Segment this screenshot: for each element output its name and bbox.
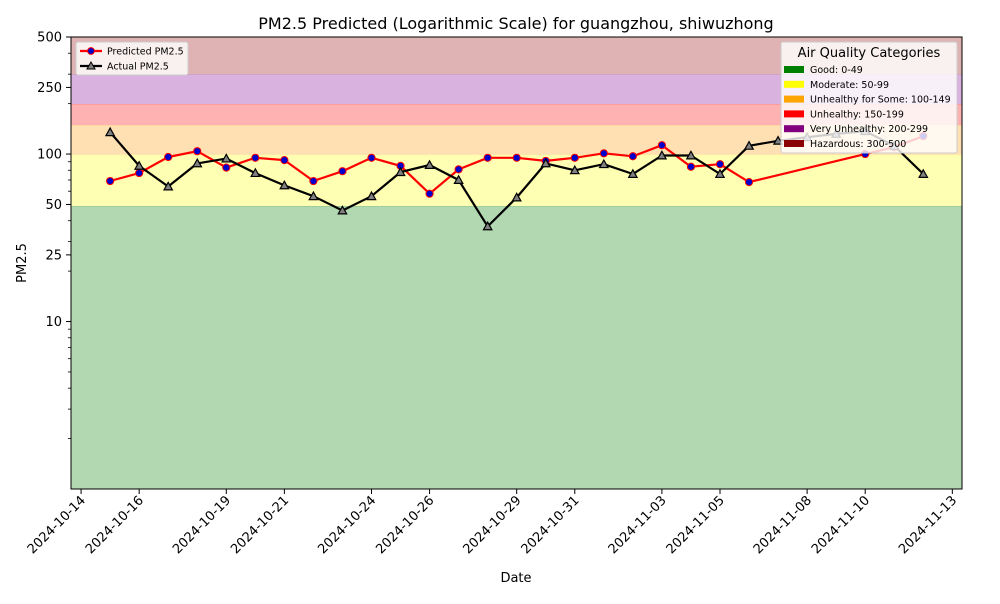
actual-point bbox=[918, 168, 929, 178]
actual-point bbox=[279, 179, 290, 190]
chart-title: PM2.5 Predicted (Logarithmic Scale) for … bbox=[258, 14, 773, 33]
predicted-point bbox=[222, 163, 231, 172]
predicted-point bbox=[744, 178, 754, 187]
category-label: Unhealthy for Some: 100-149 bbox=[810, 95, 951, 106]
actual-point bbox=[482, 220, 493, 231]
category-legend: Air Quality Categories Good: 0-49 Moderate… bbox=[780, 41, 958, 154]
legend-label: Predicted PM2.5 bbox=[107, 47, 184, 58]
actual-point bbox=[656, 150, 668, 160]
actual-point bbox=[192, 157, 203, 168]
predicted-point bbox=[193, 147, 202, 156]
actual-point bbox=[133, 160, 145, 170]
predicted-point bbox=[715, 160, 725, 169]
predicted-point bbox=[164, 152, 173, 162]
predicted-point bbox=[367, 153, 376, 162]
predicted-point bbox=[686, 162, 696, 171]
series-legend: Predicted PM2.5 Actual PM2.5 bbox=[75, 41, 189, 76]
actual-point bbox=[772, 135, 784, 145]
y-axis-label: PM2.5 bbox=[15, 243, 30, 283]
category-swatch bbox=[784, 125, 804, 133]
predicted-point bbox=[425, 189, 434, 198]
category-label: Good: 0-49 bbox=[810, 65, 863, 76]
actual-point bbox=[104, 126, 116, 137]
predicted-point bbox=[657, 141, 667, 150]
actual-point bbox=[714, 168, 726, 178]
y-tick-label: 500 bbox=[37, 31, 62, 46]
actual-point bbox=[424, 159, 435, 169]
actual-point bbox=[569, 164, 581, 175]
category-swatch bbox=[784, 140, 804, 147]
aqi-band-3 bbox=[71, 104, 962, 126]
category-swatch bbox=[784, 110, 804, 118]
predicted-point bbox=[106, 176, 115, 186]
predicted-point bbox=[628, 152, 637, 161]
predicted-point bbox=[338, 167, 347, 176]
legend-marker bbox=[86, 60, 96, 70]
category-label: Very Unhealthy: 200-299 bbox=[810, 124, 928, 135]
predicted-point bbox=[483, 153, 492, 162]
category-legend-box bbox=[780, 41, 958, 154]
y-tick-label: 100 bbox=[37, 148, 62, 163]
legend-label: Actual PM2.5 bbox=[107, 62, 169, 73]
y-tick-label: 250 bbox=[37, 81, 62, 96]
actual-point bbox=[162, 181, 174, 191]
predicted-point bbox=[512, 153, 521, 162]
actual-point bbox=[366, 190, 377, 201]
actual-point bbox=[743, 140, 755, 150]
y-tick-label: 25 bbox=[45, 248, 62, 263]
y-tick-label: 10 bbox=[45, 315, 62, 330]
predicted-point bbox=[599, 149, 608, 158]
category-label: Hazardous: 300-500 bbox=[810, 139, 906, 150]
actual-point bbox=[511, 192, 522, 202]
category-label: Unhealthy: 150-199 bbox=[810, 109, 904, 120]
category-legend-title: Air Quality Categories bbox=[798, 46, 941, 61]
x-axis-label: Date bbox=[500, 571, 531, 586]
y-tick-label: 50 bbox=[45, 198, 62, 213]
actual-point bbox=[598, 158, 610, 169]
actual-point bbox=[685, 150, 697, 160]
category-label: Moderate: 50-99 bbox=[810, 80, 889, 91]
predicted-point bbox=[135, 168, 144, 178]
actual-point bbox=[540, 157, 551, 168]
category-swatch bbox=[784, 80, 804, 88]
category-swatch bbox=[784, 66, 804, 73]
predicted-point bbox=[280, 156, 289, 165]
actual-point bbox=[627, 168, 639, 178]
actual-point bbox=[453, 174, 464, 184]
actual-point bbox=[221, 153, 232, 163]
actual-point bbox=[308, 190, 319, 201]
actual-point bbox=[250, 167, 261, 178]
predicted-point bbox=[309, 176, 318, 186]
actual-point bbox=[337, 205, 348, 215]
series-line-0 bbox=[109, 135, 924, 195]
category-swatch bbox=[784, 95, 804, 103]
predicted-point bbox=[251, 153, 260, 162]
aqi-band-0 bbox=[71, 205, 962, 489]
plot-frame bbox=[70, 36, 963, 490]
actual-point bbox=[395, 166, 406, 177]
legend-marker bbox=[87, 47, 95, 55]
series-legend-box bbox=[75, 41, 189, 76]
predicted-point bbox=[454, 165, 463, 174]
predicted-point bbox=[570, 153, 579, 162]
